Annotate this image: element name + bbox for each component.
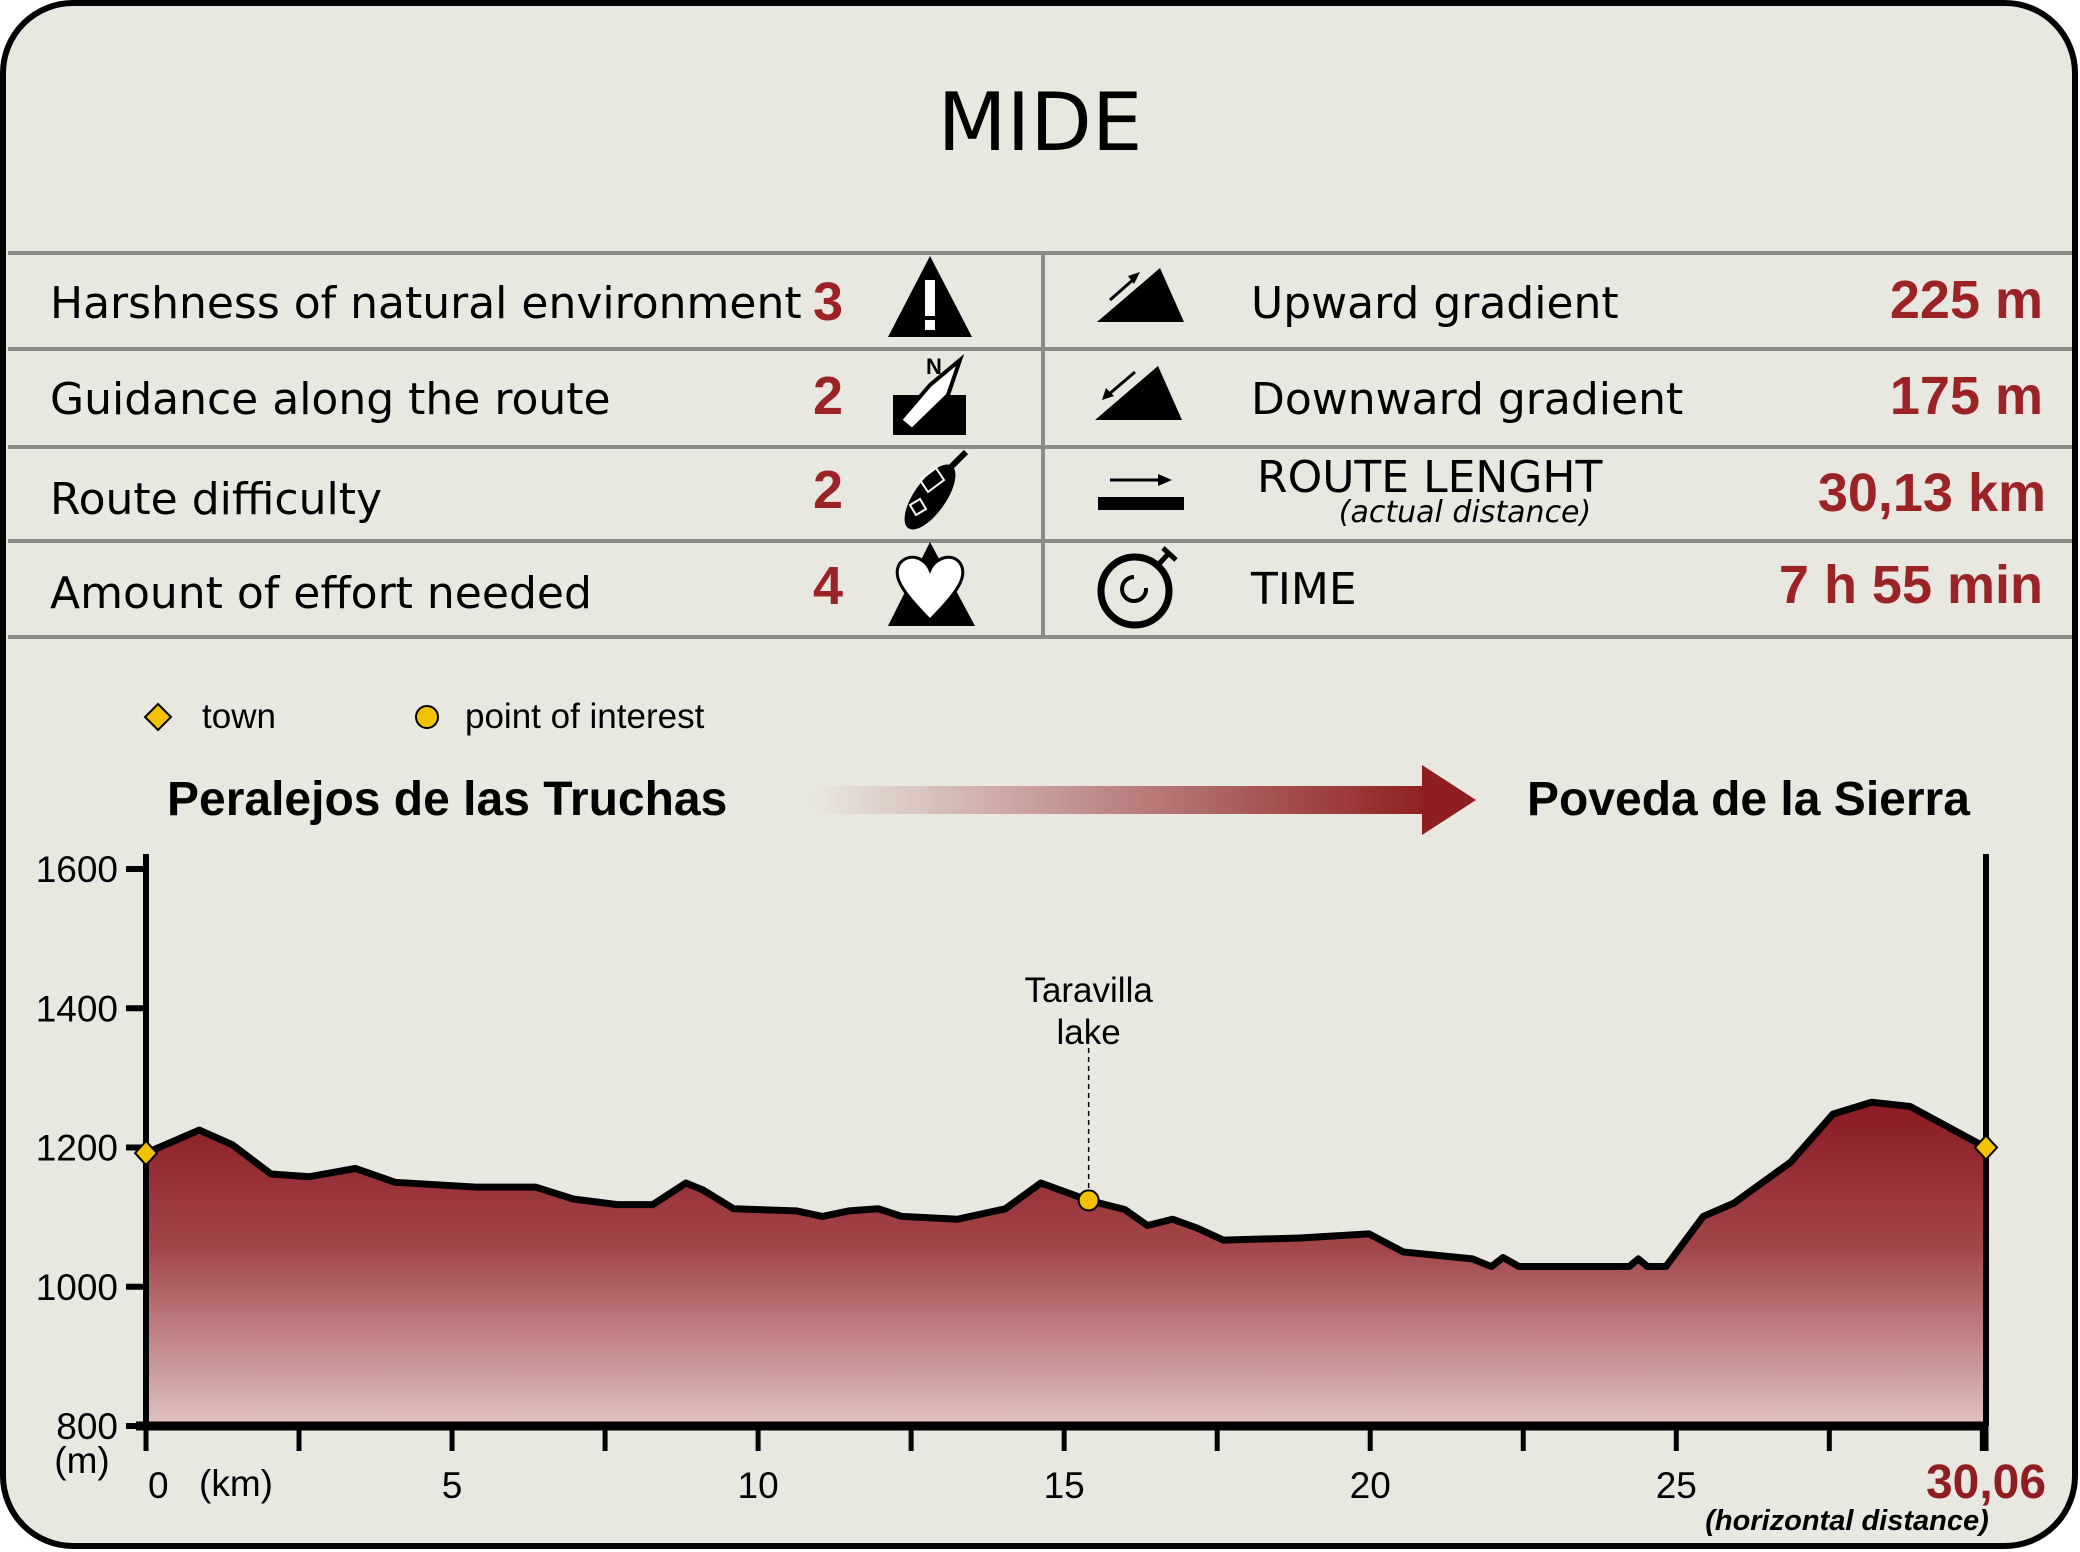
stat-label: Upward gradient — [1251, 278, 1619, 329]
y-axis-unit: (m) — [54, 1440, 109, 1481]
x-axis-unit: (km) — [199, 1463, 273, 1504]
row-value: 4 — [813, 556, 843, 616]
x-tick-label: 5 — [442, 1465, 463, 1506]
row-label: Harshness of natural environment — [50, 278, 802, 329]
direction-arrow-icon — [812, 765, 1476, 835]
poi-marker — [1077, 1189, 1100, 1212]
y-tick-label: 1600 — [36, 849, 118, 890]
row-label: Amount of effort needed — [50, 568, 592, 619]
downward-gradient-icon — [1095, 366, 1182, 420]
stopwatch-icon — [1097, 546, 1178, 629]
row-value: 2 — [813, 460, 843, 520]
x-tick-label: 25 — [1656, 1465, 1697, 1506]
route-start: Peralejos de las Truchas — [167, 773, 727, 826]
legend-town: town — [202, 697, 276, 736]
y-tick-label: 1400 — [36, 988, 118, 1029]
heart-mountain-icon — [888, 542, 975, 626]
x-end-label: 30,06 — [1926, 1456, 2046, 1509]
mide-row-guidance: Guidance along the route 2 N — [50, 353, 966, 435]
stat-label: ROUTE LENGHT — [1257, 452, 1602, 503]
boot-sole-icon — [904, 449, 969, 530]
x-end-note: (horizontal distance) — [1705, 1505, 1989, 1537]
svg-text:N: N — [926, 354, 942, 379]
stat-value: 175 m — [1890, 366, 2043, 426]
stat-row-upward: Upward gradient 225 m — [1097, 268, 2043, 330]
stat-label: TIME — [1250, 564, 1357, 615]
mide-row-harshness: Harshness of natural environment 3 — [50, 256, 972, 337]
y-tick-label: 1000 — [36, 1267, 118, 1308]
elevation-chart: 800 1000 1200 1400 1600 0 5 10 15 20 25 Taravillala… — [36, 849, 1999, 1506]
stat-label: Downward gradient — [1251, 374, 1683, 425]
mide-row-effort: Amount of effort needed 4 — [50, 542, 975, 626]
y-tick-label: 1200 — [36, 1128, 118, 1169]
route-length-icon — [1098, 474, 1184, 510]
poi-circle-icon — [415, 705, 439, 729]
town-marker — [133, 1139, 159, 1167]
poi-label: lake — [1057, 1013, 1121, 1052]
poi-label: Taravilla — [1024, 971, 1153, 1010]
stat-sublabel: (actual distance) — [1339, 495, 1591, 530]
row-label: Route difficulty — [50, 474, 382, 525]
x-tick-label: 10 — [738, 1465, 779, 1506]
upward-gradient-icon — [1097, 268, 1184, 322]
elevation-area — [146, 1102, 1986, 1426]
town-marker — [1973, 1134, 1999, 1161]
stat-row-time: TIME 7 h 55 min — [1097, 546, 2043, 629]
stat-value: 7 h 55 min — [1779, 555, 2043, 615]
x-tick-label: 15 — [1044, 1465, 1085, 1506]
route-end: Poveda de la Sierra — [1527, 773, 1970, 826]
compass-sign-icon: N — [893, 353, 966, 435]
stat-value: 225 m — [1890, 270, 2043, 330]
stat-value: 30,13 km — [1818, 463, 2046, 523]
mide-row-difficulty: Route difficulty 2 — [50, 449, 969, 530]
row-value: 3 — [813, 272, 843, 332]
x-tick-label: 20 — [1350, 1465, 1391, 1506]
x-tick-label: 0 — [148, 1465, 169, 1506]
table-dividers — [8, 251, 2072, 639]
page-title: MIDE — [938, 76, 1143, 169]
stat-row-downward: Downward gradient 175 m — [1095, 366, 2043, 426]
y-tick-label: 800 — [56, 1406, 118, 1447]
row-value: 2 — [813, 366, 843, 426]
row-label: Guidance along the route — [50, 374, 611, 425]
legend-poi: point of interest — [465, 697, 705, 736]
mountain-exclamation-icon — [888, 256, 972, 337]
town-diamond-icon — [143, 702, 173, 732]
legend: town point of interest — [143, 697, 705, 736]
stat-row-length: ROUTE LENGHT (actual distance) 30,13 km — [1098, 452, 2046, 530]
